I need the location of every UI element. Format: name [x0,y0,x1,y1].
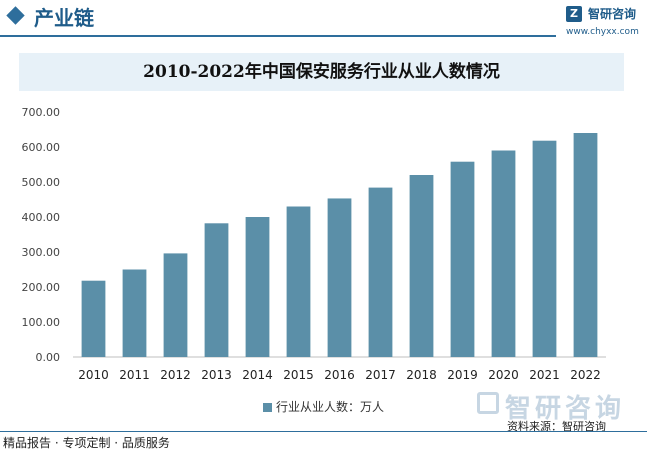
y-tick-label: 500.00 [22,176,61,189]
x-tick-label: 2017 [365,368,396,382]
bar [532,140,557,357]
y-tick-label: 200.00 [22,281,61,294]
x-tick-label: 2010 [78,368,109,382]
x-tick-label: 2012 [160,368,191,382]
x-tick-label: 2013 [201,368,232,382]
bar [450,161,475,357]
diamond-icon [6,6,25,25]
bar [122,269,147,357]
bar [286,206,311,357]
y-tick-label: 400.00 [22,211,61,224]
x-tick-label: 2021 [529,368,560,382]
bar [409,175,434,357]
bar [573,133,598,357]
x-tick-label: 2019 [447,368,478,382]
x-tick-label: 2018 [406,368,437,382]
chart-title: 2010-2022年中国保安服务行业从业人数情况 [143,62,500,82]
bar [491,150,516,357]
header-divider [0,35,556,37]
x-tick-label: 2020 [488,368,519,382]
header: 产业链 Z 智研咨询 www.chyxx.com [0,0,647,42]
x-tick-label: 2015 [283,368,314,382]
bar-chart: 0.00 100.00 200.00 300.00 400.00 500.00 600.00… [22,106,606,382]
y-tick-label: 300.00 [22,246,61,259]
y-tick-label: 700.00 [22,106,61,119]
x-tick-label: 2014 [242,368,273,382]
watermark-logo-icon [477,392,499,414]
legend-swatch [262,403,272,412]
bar [163,253,188,357]
watermark-name: 智研咨询 [505,394,626,424]
x-tick-label: 2011 [119,368,150,382]
footer-divider [0,431,647,432]
chart-title-band: 2010-2022年中国保安服务行业从业人数情况 [19,53,624,91]
source-note: 资料来源：智研咨询 [507,420,606,433]
brand-url: www.chyxx.com [566,27,639,37]
legend: 行业从业人数：万人 [0,398,647,415]
y-tick-label: 100.00 [22,316,61,329]
section-title: 产业链 [34,6,94,30]
legend-label: 行业从业人数：万人 [275,400,384,414]
x-tick-label: 2022 [570,368,601,382]
brand-logo-icon: Z [566,6,582,22]
x-tick-label: 2016 [324,368,355,382]
bar [204,223,229,357]
footer-text: 精品报告 · 专项定制 · 品质服务 [3,436,170,450]
bar [245,217,270,357]
y-tick-label: 0.00 [36,351,61,364]
bar [327,198,352,357]
bar [368,187,393,357]
bar [81,280,106,357]
y-tick-label: 600.00 [22,141,61,154]
brand-name: 智研咨询 [588,7,637,21]
